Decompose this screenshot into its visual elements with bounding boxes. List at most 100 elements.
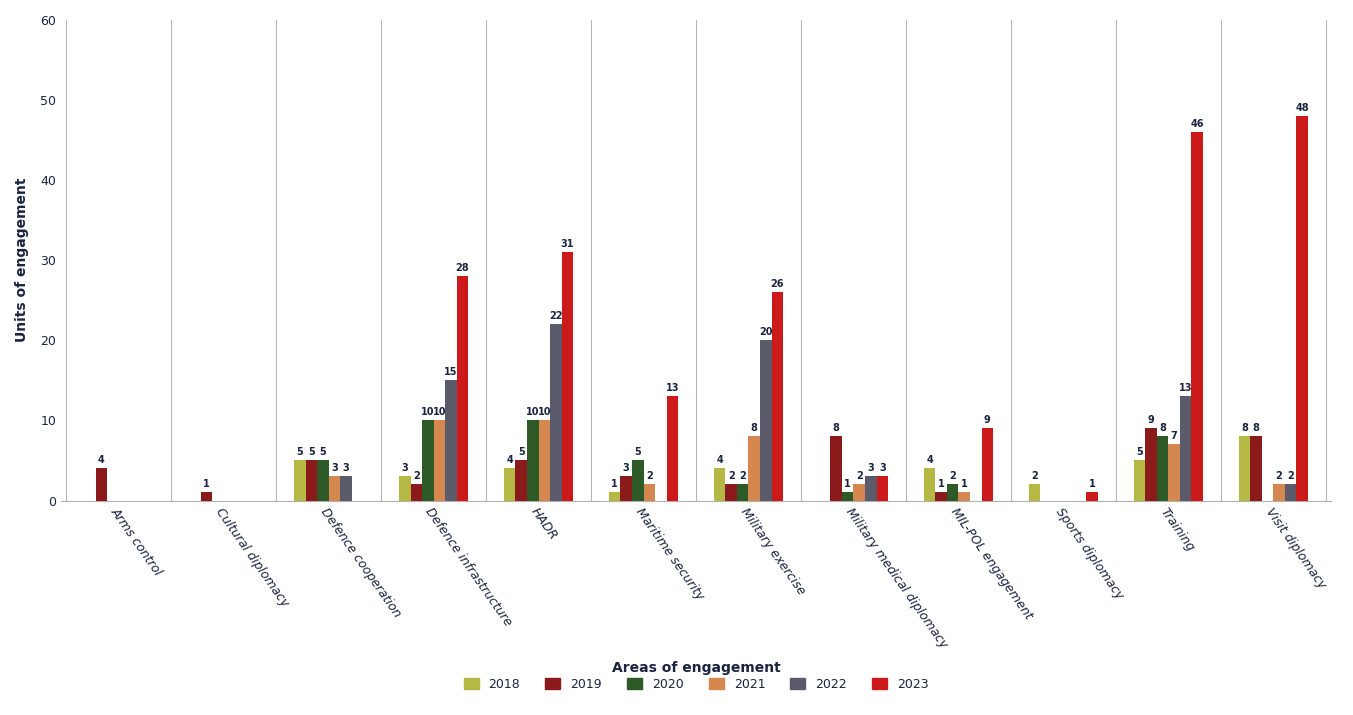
- Bar: [609, 493, 621, 500]
- Text: 2: 2: [950, 471, 957, 481]
- Text: 8: 8: [1241, 423, 1247, 433]
- Text: 4: 4: [506, 455, 513, 465]
- Text: 28: 28: [456, 263, 469, 273]
- Bar: [1192, 132, 1203, 500]
- Text: 13: 13: [666, 383, 679, 393]
- Text: 20: 20: [759, 327, 773, 337]
- Bar: [924, 468, 935, 500]
- Text: 1: 1: [203, 479, 210, 489]
- Text: 8: 8: [832, 423, 840, 433]
- Text: 3: 3: [879, 463, 886, 473]
- Text: 1: 1: [961, 479, 967, 489]
- Bar: [748, 436, 760, 500]
- Bar: [317, 460, 329, 500]
- Bar: [981, 428, 993, 500]
- Bar: [457, 276, 468, 500]
- Text: 7: 7: [1170, 431, 1177, 441]
- Text: 5: 5: [296, 448, 303, 458]
- Bar: [528, 420, 538, 500]
- Bar: [1157, 436, 1169, 500]
- Bar: [329, 476, 340, 500]
- Bar: [632, 460, 644, 500]
- Bar: [725, 485, 737, 500]
- Bar: [433, 420, 445, 500]
- Text: 4: 4: [927, 455, 934, 465]
- Text: 9: 9: [1147, 415, 1154, 425]
- Text: 10: 10: [526, 408, 540, 418]
- X-axis label: Areas of engagement: Areas of engagement: [612, 661, 781, 676]
- Bar: [200, 493, 212, 500]
- Bar: [1250, 436, 1262, 500]
- Bar: [538, 420, 551, 500]
- Legend: 2018, 2019, 2020, 2021, 2022, 2023: 2018, 2019, 2020, 2021, 2022, 2023: [459, 673, 934, 696]
- Text: 26: 26: [771, 279, 785, 289]
- Text: 31: 31: [560, 239, 574, 249]
- Bar: [422, 420, 433, 500]
- Text: 10: 10: [421, 408, 434, 418]
- Text: 5: 5: [635, 448, 641, 458]
- Bar: [515, 460, 528, 500]
- Bar: [1296, 116, 1308, 500]
- Text: 3: 3: [331, 463, 338, 473]
- Bar: [865, 476, 877, 500]
- Text: 13: 13: [1178, 383, 1192, 393]
- Text: 22: 22: [549, 311, 563, 321]
- Bar: [561, 252, 574, 500]
- Text: 2: 2: [1031, 471, 1038, 481]
- Bar: [621, 476, 632, 500]
- Text: 9: 9: [984, 415, 990, 425]
- Text: 2: 2: [1287, 471, 1293, 481]
- Text: 2: 2: [728, 471, 735, 481]
- Text: 3: 3: [402, 463, 409, 473]
- Bar: [1086, 493, 1099, 500]
- Bar: [1180, 396, 1192, 500]
- Text: 1: 1: [1089, 479, 1096, 489]
- Bar: [831, 436, 842, 500]
- Text: 5: 5: [518, 448, 525, 458]
- Bar: [399, 476, 410, 500]
- Text: 46: 46: [1191, 119, 1204, 129]
- Text: 5: 5: [308, 448, 315, 458]
- Text: 2: 2: [413, 471, 419, 481]
- Text: 1: 1: [938, 479, 944, 489]
- Text: 8: 8: [751, 423, 758, 433]
- Text: 10: 10: [537, 408, 551, 418]
- Bar: [1285, 485, 1296, 500]
- Text: 2: 2: [739, 471, 746, 481]
- Bar: [737, 485, 748, 500]
- Bar: [714, 468, 725, 500]
- Text: 5: 5: [319, 448, 326, 458]
- Text: 3: 3: [622, 463, 629, 473]
- Bar: [1134, 460, 1145, 500]
- Bar: [1238, 436, 1250, 500]
- Bar: [294, 460, 306, 500]
- Bar: [551, 325, 561, 500]
- Text: 8: 8: [1253, 423, 1260, 433]
- Bar: [1145, 428, 1157, 500]
- Bar: [340, 476, 352, 500]
- Bar: [1028, 485, 1040, 500]
- Bar: [771, 292, 783, 500]
- Text: 1: 1: [844, 479, 851, 489]
- Bar: [306, 460, 317, 500]
- Bar: [854, 485, 865, 500]
- Bar: [760, 340, 771, 500]
- Bar: [947, 485, 958, 500]
- Text: 2: 2: [856, 471, 863, 481]
- Text: 10: 10: [433, 408, 446, 418]
- Bar: [644, 485, 655, 500]
- Bar: [503, 468, 515, 500]
- Text: 4: 4: [716, 455, 723, 465]
- Text: 2: 2: [645, 471, 652, 481]
- Bar: [1169, 445, 1180, 500]
- Bar: [410, 485, 422, 500]
- Text: 15: 15: [444, 368, 457, 378]
- Bar: [958, 493, 970, 500]
- Text: 2: 2: [1276, 471, 1283, 481]
- Text: 4: 4: [97, 455, 104, 465]
- Bar: [935, 493, 947, 500]
- Y-axis label: Units of engagement: Units of engagement: [15, 178, 28, 342]
- Text: 48: 48: [1295, 103, 1308, 113]
- Text: 3: 3: [342, 463, 349, 473]
- Bar: [445, 380, 457, 500]
